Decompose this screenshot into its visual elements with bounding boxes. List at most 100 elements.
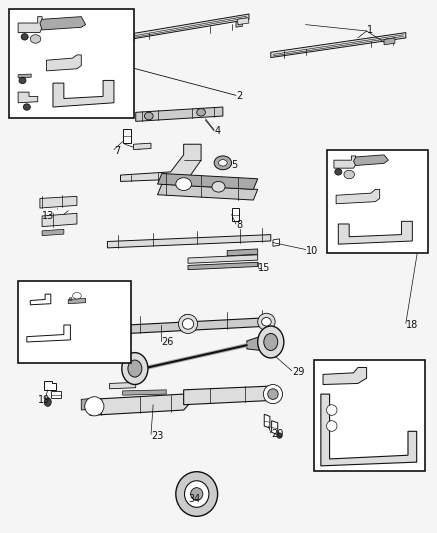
Polygon shape: [90, 394, 192, 415]
Ellipse shape: [268, 389, 278, 399]
Ellipse shape: [85, 397, 104, 416]
Polygon shape: [321, 394, 417, 466]
Polygon shape: [157, 184, 258, 200]
Polygon shape: [184, 386, 280, 405]
Polygon shape: [40, 196, 77, 208]
Text: B: B: [69, 297, 72, 303]
Polygon shape: [237, 18, 249, 25]
Polygon shape: [188, 262, 258, 270]
FancyBboxPatch shape: [18, 281, 132, 364]
Ellipse shape: [258, 326, 284, 358]
Polygon shape: [247, 333, 271, 352]
Ellipse shape: [264, 384, 283, 403]
Polygon shape: [157, 173, 258, 189]
FancyBboxPatch shape: [327, 150, 427, 253]
Polygon shape: [18, 74, 31, 78]
Polygon shape: [134, 143, 151, 150]
Polygon shape: [81, 398, 92, 410]
Text: 2: 2: [236, 91, 242, 101]
Polygon shape: [108, 235, 271, 248]
Polygon shape: [123, 14, 249, 41]
Ellipse shape: [214, 156, 232, 169]
Polygon shape: [51, 391, 61, 398]
Ellipse shape: [326, 421, 337, 431]
Ellipse shape: [258, 313, 275, 330]
Polygon shape: [232, 208, 239, 221]
Ellipse shape: [184, 481, 209, 507]
Text: 20: 20: [271, 429, 283, 439]
Polygon shape: [136, 107, 223, 122]
Ellipse shape: [122, 353, 148, 384]
Ellipse shape: [212, 181, 225, 192]
Ellipse shape: [176, 472, 218, 516]
Text: 5: 5: [232, 160, 238, 171]
Text: 1: 1: [367, 25, 373, 35]
Polygon shape: [354, 155, 388, 165]
Polygon shape: [108, 318, 271, 335]
Polygon shape: [42, 229, 64, 236]
Ellipse shape: [277, 433, 282, 438]
Polygon shape: [334, 156, 356, 168]
Polygon shape: [384, 38, 395, 45]
Polygon shape: [46, 55, 81, 71]
Ellipse shape: [182, 319, 194, 329]
Ellipse shape: [30, 35, 41, 43]
Polygon shape: [188, 255, 258, 263]
Text: 21: 21: [345, 449, 357, 458]
Ellipse shape: [344, 170, 354, 179]
Ellipse shape: [335, 168, 342, 175]
Text: 17: 17: [55, 289, 68, 299]
Polygon shape: [123, 130, 132, 143]
Ellipse shape: [145, 112, 153, 120]
Polygon shape: [273, 239, 280, 246]
Polygon shape: [271, 33, 406, 58]
Text: 15: 15: [258, 263, 270, 272]
Text: 19: 19: [38, 395, 50, 406]
Polygon shape: [42, 213, 77, 227]
Ellipse shape: [73, 293, 81, 299]
Polygon shape: [68, 298, 86, 304]
Ellipse shape: [104, 321, 115, 332]
Text: 7: 7: [114, 146, 120, 156]
Polygon shape: [123, 390, 166, 395]
Polygon shape: [272, 421, 278, 434]
Ellipse shape: [262, 318, 271, 326]
Ellipse shape: [264, 334, 278, 351]
Text: 2: 2: [358, 211, 364, 221]
Polygon shape: [236, 21, 243, 27]
Polygon shape: [338, 221, 413, 244]
Polygon shape: [18, 92, 38, 103]
Polygon shape: [336, 189, 380, 204]
Text: 22: 22: [347, 408, 360, 418]
Polygon shape: [30, 294, 51, 305]
Text: 13: 13: [42, 211, 54, 221]
Ellipse shape: [178, 314, 198, 334]
Ellipse shape: [21, 34, 28, 40]
Polygon shape: [44, 381, 56, 390]
Ellipse shape: [128, 360, 142, 377]
Ellipse shape: [326, 405, 337, 415]
Text: 8: 8: [236, 220, 242, 230]
Polygon shape: [227, 249, 258, 256]
Text: 29: 29: [292, 367, 305, 377]
Ellipse shape: [176, 177, 191, 190]
FancyBboxPatch shape: [10, 9, 134, 118]
Text: 23: 23: [151, 431, 163, 441]
Polygon shape: [121, 144, 201, 181]
Text: 34: 34: [188, 494, 200, 504]
Ellipse shape: [218, 160, 227, 166]
Text: 18: 18: [406, 320, 418, 330]
Text: 10: 10: [305, 246, 318, 255]
Text: 4: 4: [214, 126, 220, 136]
Ellipse shape: [44, 398, 51, 406]
Ellipse shape: [100, 317, 119, 336]
Ellipse shape: [191, 488, 203, 500]
Polygon shape: [264, 414, 270, 428]
Polygon shape: [40, 17, 86, 30]
Polygon shape: [18, 17, 42, 33]
Ellipse shape: [23, 104, 30, 110]
Text: 26: 26: [161, 337, 173, 347]
Polygon shape: [53, 80, 114, 107]
Ellipse shape: [197, 109, 205, 116]
Ellipse shape: [19, 77, 26, 84]
